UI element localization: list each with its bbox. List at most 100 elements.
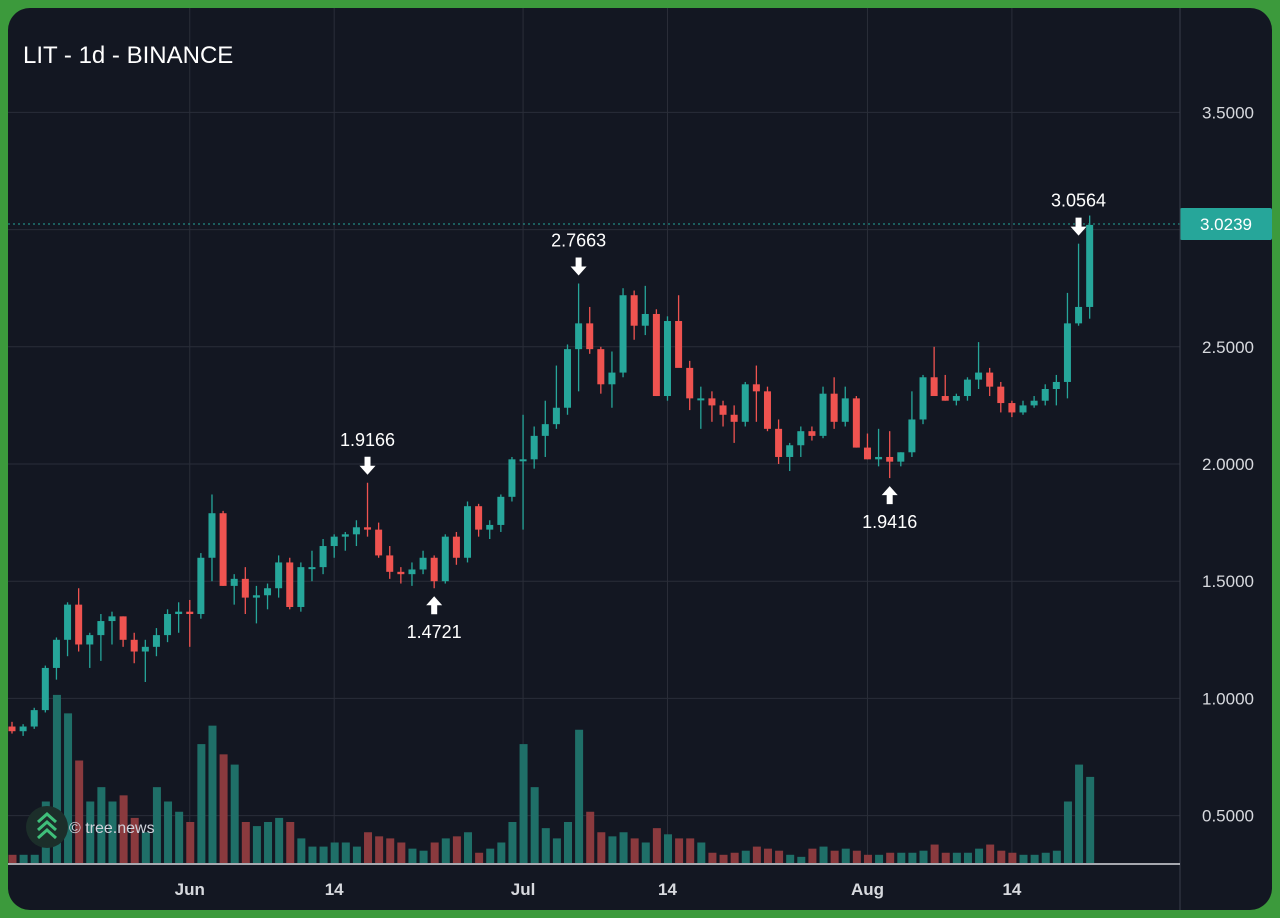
volume-bar	[141, 832, 150, 863]
volume-bar	[341, 842, 350, 863]
candle	[41, 665, 49, 713]
chevron-up-icon	[37, 811, 57, 840]
volume-bar	[1041, 852, 1050, 863]
candle-body	[1086, 224, 1094, 307]
candle	[86, 632, 94, 668]
volume-bar	[775, 850, 784, 863]
candle-body	[30, 710, 38, 727]
candle	[852, 396, 860, 448]
candle	[719, 400, 727, 427]
date-tick-label: 14	[1002, 880, 1021, 899]
volume-bar	[786, 854, 795, 863]
candle	[8, 721, 16, 734]
candle	[1041, 384, 1049, 406]
watermark-text: © tree.news	[69, 820, 155, 837]
price-tick-label: 3.5000	[1202, 103, 1254, 122]
candle	[708, 391, 716, 422]
volume-bar	[175, 811, 184, 863]
candle	[186, 599, 194, 647]
candle	[519, 414, 527, 530]
candle	[19, 724, 27, 736]
candle-body	[897, 452, 905, 462]
volume-bar	[119, 795, 128, 863]
candle	[297, 562, 305, 612]
candle-body	[886, 456, 894, 462]
candle	[1052, 374, 1060, 406]
candle-body	[264, 588, 272, 596]
candle-body	[397, 571, 405, 575]
high-marker: 1.9166	[340, 430, 395, 475]
volume-bar	[752, 846, 761, 863]
volume-bar	[1052, 850, 1061, 863]
candle-body	[430, 557, 438, 582]
candle	[75, 588, 83, 652]
candle	[508, 456, 516, 502]
annotation-label: 1.4721	[407, 622, 462, 642]
candle-body	[619, 295, 627, 373]
candlestick-chart[interactable]: 3.0239 1.9166 1.4721 2.7663 1.9416 3.0564 0.…	[8, 8, 1272, 910]
candle-body	[297, 567, 305, 607]
volume-bar	[863, 854, 872, 863]
candle-body	[19, 726, 27, 732]
candle	[464, 501, 472, 563]
candle-body	[763, 391, 771, 429]
volume-bar	[575, 729, 584, 863]
candle	[608, 351, 616, 408]
candle	[808, 426, 816, 441]
annotation-label: 1.9416	[862, 512, 917, 532]
volume-bar	[30, 854, 39, 863]
candle-body	[130, 639, 138, 652]
candle	[841, 386, 849, 427]
candle-body	[919, 377, 927, 420]
candle-body	[652, 313, 660, 397]
candle	[752, 365, 760, 422]
candle-body	[197, 557, 205, 615]
volume-bar	[875, 854, 884, 863]
volume-bar	[52, 694, 61, 863]
candle-body	[519, 459, 527, 462]
candle	[219, 510, 227, 586]
candle-body	[530, 435, 538, 460]
candle-body	[1030, 400, 1038, 406]
volume-bar	[419, 850, 428, 863]
candle	[1063, 292, 1071, 399]
candle-body	[175, 611, 183, 615]
candle	[763, 386, 771, 432]
volume-bar	[275, 817, 284, 863]
candle	[908, 391, 916, 457]
volume-bar	[430, 842, 439, 863]
low-marker: 1.9416	[862, 486, 917, 532]
chart-frame: 3.0239 1.9166 1.4721 2.7663 1.9416 3.0564 0.…	[8, 8, 1272, 910]
volume-bar	[519, 744, 528, 863]
candle	[108, 611, 116, 645]
volume-bar	[930, 844, 939, 863]
candle	[375, 522, 383, 558]
candle	[119, 616, 127, 647]
volume-bar	[830, 850, 839, 863]
volume-bar	[364, 832, 373, 863]
candle-body	[86, 635, 94, 645]
volume-bar	[652, 828, 661, 863]
candle-body	[164, 614, 172, 636]
date-axis: Jun 14 Jul 14 Aug 14	[8, 863, 1180, 899]
volume-bar	[1030, 854, 1039, 863]
candle-body	[797, 431, 805, 446]
volume-bar	[8, 854, 17, 863]
price-tick-label: 2.5000	[1202, 338, 1254, 357]
candle-body	[852, 398, 860, 448]
candle-body	[508, 459, 516, 497]
volume-bar	[75, 760, 84, 863]
volume-bar	[152, 787, 161, 863]
arrow-up-icon	[426, 596, 443, 615]
candle-body	[863, 447, 871, 460]
volume-bar	[619, 832, 628, 863]
candle	[330, 534, 338, 558]
volume-bar	[475, 852, 484, 863]
candle-body	[364, 527, 372, 530]
candle-body	[786, 445, 794, 457]
volume-bar	[86, 801, 95, 863]
candle	[430, 555, 438, 589]
volume-bar	[763, 848, 772, 863]
candle-body	[908, 419, 916, 453]
volume-bar	[397, 842, 406, 863]
